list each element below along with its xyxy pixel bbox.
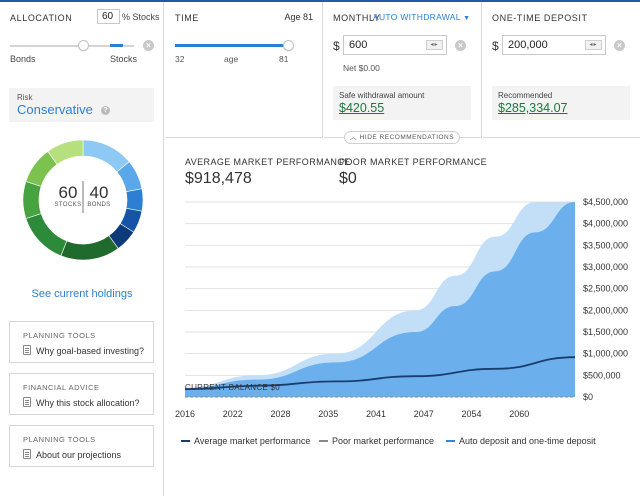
average-performance-line [184,356,576,391]
time-slider-handle[interactable] [283,40,294,51]
document-icon [23,397,31,407]
donut-segment [125,188,144,212]
time-max-label: 81 [279,54,289,64]
stocks-percent-suffix: % Stocks [122,12,160,22]
donut-stocks-label: STOCKS [54,202,82,208]
legend-swatch-poor [319,440,328,442]
risk-box: Risk Conservative ? [9,88,154,122]
recommended-label: Recommended [498,91,553,100]
time-slider-fill[interactable] [175,44,291,47]
stepper-arrows-icon[interactable]: ◂▸ [426,40,443,50]
y-tick-label: $1,500,000 [583,327,628,337]
card-link[interactable]: Why goal-based investing? [36,346,145,356]
donut-bonds-label: BONDS [87,202,111,208]
top-accent-bar [0,0,640,2]
allocation-clear-icon[interactable]: × [143,40,154,51]
avg-performance-label: AVERAGE MARKET PERFORMANCE [185,157,351,167]
x-tick-label: 2028 [270,409,290,419]
card-link[interactable]: About our projections [36,450,122,460]
time-header: TIME [175,13,199,23]
deposit-clear-icon[interactable]: × [614,40,625,51]
allocation-donut-chart [22,139,144,261]
poor-performance-label: POOR MARKET PERFORMANCE [339,157,488,167]
x-tick-label: 2047 [414,409,434,419]
y-tick-label: $500,000 [583,370,621,380]
x-tick-label: 2060 [509,409,529,419]
monthly-panel: MONTHLY AUTO WITHDRAWAL ▼ $ 600 ◂▸ × Net… [324,2,482,138]
x-tick-label: 2035 [318,409,338,419]
chevron-up-icon: ︿ [349,134,358,141]
planning-tools-card-1[interactable]: PLANNING TOOLS Why goal-based investing? [9,321,154,363]
risk-label: Risk [17,93,33,102]
x-tick-label: 2022 [223,409,243,419]
withdrawal-mode-dropdown[interactable]: AUTO WITHDRAWAL ▼ [373,12,471,22]
card-heading: PLANNING TOOLS [23,435,96,444]
time-panel: TIME Age 81 32 age 81 [165,2,323,138]
donut-bonds-value: 40 [89,183,109,202]
chevron-down-icon: ▼ [463,15,471,22]
y-tick-label: $3,000,000 [583,262,628,272]
deposit-currency: $ [492,39,499,53]
allocation-label-stocks: Stocks [110,54,138,64]
projection-band-mid [185,202,575,397]
y-tick-label: $0 [583,392,593,402]
card-link[interactable]: Why this stock allocation? [36,398,140,408]
risk-value: Conservative [17,102,93,117]
deposit-panel: ONE-TIME DEPOSIT $ 200,000 ◂▸ × Recommen… [483,2,640,138]
y-tick-label: $4,500,000 [583,197,628,207]
safe-withdrawal-box: Safe withdrawal amount $420.55 [333,86,471,120]
allocation-header: ALLOCATION [10,13,73,23]
donut-segment [22,181,42,219]
x-tick-label: 2016 [175,409,195,419]
card-heading: FINANCIAL ADVICE [23,383,100,392]
sidebar: ALLOCATION 60 % Stocks × Bonds Stocks Ri… [0,2,164,496]
allocation-label-bonds: Bonds [10,54,36,64]
monthly-net: Net $0.00 [343,63,380,73]
y-tick-label: $3,500,000 [583,240,628,250]
financial-advice-card[interactable]: FINANCIAL ADVICE Why this stock allocati… [9,373,154,415]
allocation-slider-fill [110,44,123,47]
allocation-slider-track[interactable] [10,45,134,47]
x-tick-label: 2054 [462,409,482,419]
y-tick-label: $4,000,000 [583,219,628,229]
recommended-value[interactable]: $285,334.07 [498,101,568,115]
donut-stocks-value: 60 [58,183,78,202]
legend-deposits: Auto deposit and one-time deposit [446,436,596,446]
help-icon[interactable]: ? [101,106,110,115]
legend-swatch-average [181,440,190,442]
x-tick-label: 2041 [366,409,386,419]
stepper-arrows-icon[interactable]: ◂▸ [585,40,602,50]
time-axis-label: age [224,54,239,64]
y-tick-label: $2,500,000 [583,284,628,294]
deposit-header: ONE-TIME DEPOSIT [492,13,588,23]
safe-withdrawal-value[interactable]: $420.55 [339,101,385,115]
monthly-header: MONTHLY [333,13,381,23]
allocation-slider-handle[interactable] [78,40,89,51]
recommended-box: Recommended $285,334.07 [492,86,630,120]
stocks-percent-input[interactable]: 60 [97,9,120,24]
legend-swatch-deposits [446,440,455,442]
current-balance-label: CURRENT BALANCE $0 [185,383,281,392]
avg-performance-value: $918,478 [185,170,252,187]
legend-poor: Poor market performance [319,436,434,446]
y-tick-label: $1,000,000 [583,349,628,359]
planning-tools-card-2[interactable]: PLANNING TOOLS About our projections [9,425,154,467]
monthly-amount-input[interactable]: 600 ◂▸ [343,35,447,55]
projection-chart: $4,500,000 $4,000,000 $3,500,000 $3,000,000… [175,197,628,419]
monthly-currency: $ [333,39,340,53]
hide-recommendations-button[interactable]: ︿ HIDE RECOMMENDATIONS [344,131,460,144]
time-min-label: 32 [175,54,185,64]
document-icon [23,449,31,459]
see-holdings-link[interactable]: See current holdings [31,288,133,300]
y-tick-label: $2,000,000 [583,305,628,315]
document-icon [23,345,31,355]
time-age-label: Age 81 [284,12,313,22]
deposit-amount-input[interactable]: 200,000 ◂▸ [502,35,606,55]
poor-performance-value: $0 [339,170,357,187]
legend-average: Average market performance [181,436,310,446]
monthly-clear-icon[interactable]: × [455,40,466,51]
card-heading: PLANNING TOOLS [23,331,96,340]
safe-withdrawal-label: Safe withdrawal amount [339,91,425,100]
